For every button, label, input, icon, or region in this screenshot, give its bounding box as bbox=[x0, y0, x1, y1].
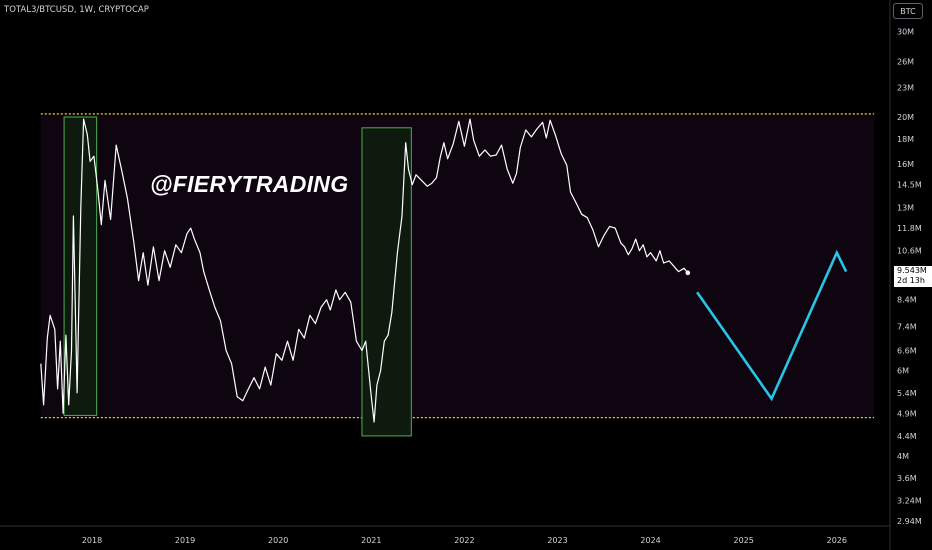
highlight-zone-1 bbox=[63, 116, 98, 416]
x-tick-label: 2019 bbox=[175, 536, 195, 545]
y-tick-label: 8.4M bbox=[897, 296, 917, 305]
y-tick-label: 4.9M bbox=[897, 409, 917, 418]
channel-band bbox=[40, 113, 875, 418]
y-tick-label: 20M bbox=[897, 113, 914, 122]
last-price-value: 9.543M bbox=[897, 266, 927, 275]
y-tick-label: 14.5M bbox=[897, 181, 922, 190]
symbol-label: TOTAL3/BTCUSD, 1W, CRYPTOCAP bbox=[4, 5, 149, 15]
y-tick-label: 4.4M bbox=[897, 432, 917, 441]
y-tick-label: 4M bbox=[897, 452, 909, 461]
y-tick-label: 7.4M bbox=[897, 322, 917, 331]
y-tick-label: 13M bbox=[897, 204, 914, 213]
y-tick-label: 11.8M bbox=[897, 224, 922, 233]
last-price-tag: 9.543M 2d 13h bbox=[894, 266, 932, 287]
y-tick-label: 3.24M bbox=[897, 496, 922, 505]
y-tick-label: 16M bbox=[897, 160, 914, 169]
x-tick-label: 2020 bbox=[268, 536, 288, 545]
y-tick-label: 2.94M bbox=[897, 517, 922, 526]
watermark-text: @FIERYTRADING bbox=[150, 171, 349, 197]
x-tick-label: 2018 bbox=[82, 536, 102, 545]
x-tick-label: 2023 bbox=[547, 536, 567, 545]
x-tick-label: 2025 bbox=[734, 536, 754, 545]
x-tick-label: 2026 bbox=[827, 536, 847, 545]
y-tick-label: 6M bbox=[897, 367, 909, 376]
y-tick-label: 26M bbox=[897, 58, 914, 67]
y-tick-label: 3.6M bbox=[897, 474, 917, 483]
y-tick-label: 6.6M bbox=[897, 347, 917, 356]
y-tick-label: 30M bbox=[897, 28, 914, 37]
y-tick-label: 23M bbox=[897, 84, 914, 93]
x-tick-label: 2021 bbox=[361, 536, 381, 545]
y-tick-label: 18M bbox=[897, 135, 914, 144]
bar-countdown: 2d 13h bbox=[897, 276, 925, 285]
currency-button[interactable]: BTC bbox=[893, 3, 923, 19]
last-price-dot bbox=[685, 270, 691, 276]
projection-arrow bbox=[696, 249, 848, 402]
price-line bbox=[40, 118, 689, 423]
y-tick-label: 5.4M bbox=[897, 389, 917, 398]
x-tick-label: 2022 bbox=[454, 536, 474, 545]
x-tick-label: 2024 bbox=[640, 536, 660, 545]
y-tick-label: 10.6M bbox=[897, 247, 922, 256]
